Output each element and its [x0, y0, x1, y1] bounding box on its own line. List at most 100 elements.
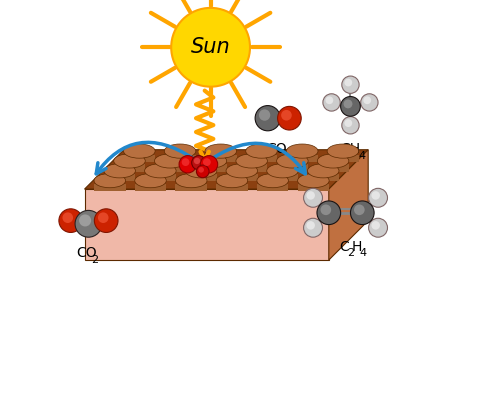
Text: CO: CO	[76, 246, 97, 260]
Text: 2: 2	[348, 248, 354, 258]
Ellipse shape	[104, 164, 136, 178]
Circle shape	[196, 165, 209, 178]
Circle shape	[98, 212, 108, 223]
Circle shape	[203, 158, 211, 166]
Circle shape	[344, 119, 352, 127]
Polygon shape	[164, 154, 196, 162]
Polygon shape	[226, 174, 258, 181]
Circle shape	[360, 94, 378, 111]
Text: 2: 2	[91, 255, 98, 265]
Circle shape	[182, 158, 190, 166]
Ellipse shape	[318, 154, 349, 168]
Polygon shape	[236, 165, 268, 172]
Ellipse shape	[205, 144, 236, 158]
Circle shape	[323, 94, 340, 111]
Circle shape	[350, 201, 374, 225]
Ellipse shape	[308, 164, 339, 178]
Circle shape	[340, 97, 360, 116]
Ellipse shape	[327, 144, 358, 158]
Circle shape	[364, 97, 371, 104]
Circle shape	[281, 110, 292, 121]
Circle shape	[320, 204, 331, 215]
Ellipse shape	[246, 144, 278, 158]
Circle shape	[259, 110, 270, 121]
Circle shape	[59, 209, 82, 232]
Polygon shape	[154, 165, 186, 172]
Text: C: C	[340, 240, 349, 255]
Polygon shape	[84, 150, 368, 189]
Circle shape	[342, 117, 359, 134]
Circle shape	[344, 100, 352, 108]
Text: H: H	[351, 240, 362, 255]
Circle shape	[194, 158, 200, 164]
Polygon shape	[318, 165, 349, 172]
Circle shape	[306, 191, 315, 200]
Circle shape	[368, 188, 388, 207]
Text: 4: 4	[360, 248, 367, 258]
Ellipse shape	[186, 164, 217, 178]
Polygon shape	[308, 174, 339, 181]
Polygon shape	[84, 189, 329, 260]
Polygon shape	[205, 154, 236, 162]
Ellipse shape	[266, 164, 298, 178]
Polygon shape	[104, 174, 136, 181]
Ellipse shape	[276, 154, 308, 168]
Ellipse shape	[164, 144, 196, 158]
Ellipse shape	[226, 164, 258, 178]
Circle shape	[192, 156, 206, 170]
Circle shape	[198, 167, 204, 173]
Polygon shape	[276, 165, 308, 172]
Text: 4: 4	[358, 151, 365, 160]
Ellipse shape	[195, 154, 226, 168]
Circle shape	[342, 76, 359, 93]
Ellipse shape	[286, 144, 318, 158]
Circle shape	[255, 106, 280, 131]
Ellipse shape	[144, 164, 176, 178]
Circle shape	[62, 212, 73, 223]
Circle shape	[171, 8, 250, 87]
Circle shape	[304, 188, 322, 207]
Circle shape	[75, 210, 102, 237]
Circle shape	[354, 204, 364, 215]
Circle shape	[372, 191, 380, 200]
Ellipse shape	[154, 154, 186, 168]
Ellipse shape	[135, 173, 166, 188]
Ellipse shape	[176, 173, 207, 188]
Polygon shape	[329, 150, 368, 260]
Polygon shape	[144, 174, 176, 181]
Circle shape	[79, 214, 91, 227]
Ellipse shape	[257, 173, 288, 188]
Circle shape	[326, 97, 334, 104]
Polygon shape	[124, 154, 155, 162]
Ellipse shape	[124, 144, 155, 158]
Circle shape	[306, 221, 315, 230]
Ellipse shape	[94, 173, 126, 188]
Polygon shape	[216, 184, 248, 191]
Polygon shape	[176, 184, 207, 191]
Polygon shape	[298, 184, 329, 191]
Circle shape	[200, 156, 218, 173]
Polygon shape	[195, 165, 226, 172]
Circle shape	[344, 79, 352, 86]
Circle shape	[94, 209, 118, 232]
Ellipse shape	[216, 173, 248, 188]
Polygon shape	[94, 184, 126, 191]
Polygon shape	[246, 154, 278, 162]
Circle shape	[372, 221, 380, 230]
Polygon shape	[266, 174, 298, 181]
Text: CO: CO	[266, 142, 287, 156]
Polygon shape	[186, 174, 217, 181]
Circle shape	[317, 201, 340, 225]
Circle shape	[304, 218, 322, 237]
Ellipse shape	[298, 173, 329, 188]
Circle shape	[368, 218, 388, 237]
Circle shape	[278, 106, 301, 130]
Ellipse shape	[236, 154, 268, 168]
Ellipse shape	[114, 154, 146, 168]
Text: CH: CH	[340, 142, 360, 156]
Text: Sun: Sun	[190, 37, 230, 57]
Circle shape	[179, 156, 196, 173]
Polygon shape	[114, 165, 146, 172]
Polygon shape	[257, 184, 288, 191]
Polygon shape	[286, 154, 318, 162]
